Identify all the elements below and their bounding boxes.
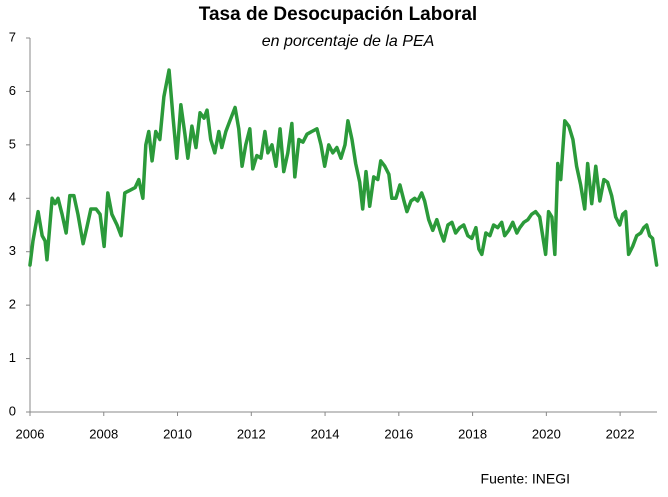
y-tick-label: 3 (9, 243, 16, 258)
y-tick-label: 5 (9, 136, 16, 151)
y-tick-label: 1 (9, 350, 16, 365)
chart-subtitle: en porcentaje de la PEA (262, 33, 435, 50)
x-tick-label: 2010 (163, 426, 192, 441)
source-note: Fuente: INEGI (481, 471, 570, 487)
x-tick-label: 2018 (458, 426, 487, 441)
x-tick-label: 2012 (237, 426, 266, 441)
x-tick-label: 2020 (532, 426, 561, 441)
data-line (28, 68, 659, 267)
y-tick-label: 7 (9, 29, 16, 44)
x-tick-label: 2016 (384, 426, 413, 441)
x-tick-label: 2008 (89, 426, 118, 441)
x-tick-label: 2022 (606, 426, 635, 441)
y-tick-label: 6 (9, 83, 16, 98)
y-tick-label: 4 (9, 190, 16, 205)
x-tick-label: 2006 (16, 426, 45, 441)
x-tick-label: 2014 (311, 426, 340, 441)
chart-title: Tasa de Desocupación Laboral (199, 4, 477, 25)
y-tick-label: 0 (9, 403, 16, 418)
y-tick-label: 2 (9, 297, 16, 312)
